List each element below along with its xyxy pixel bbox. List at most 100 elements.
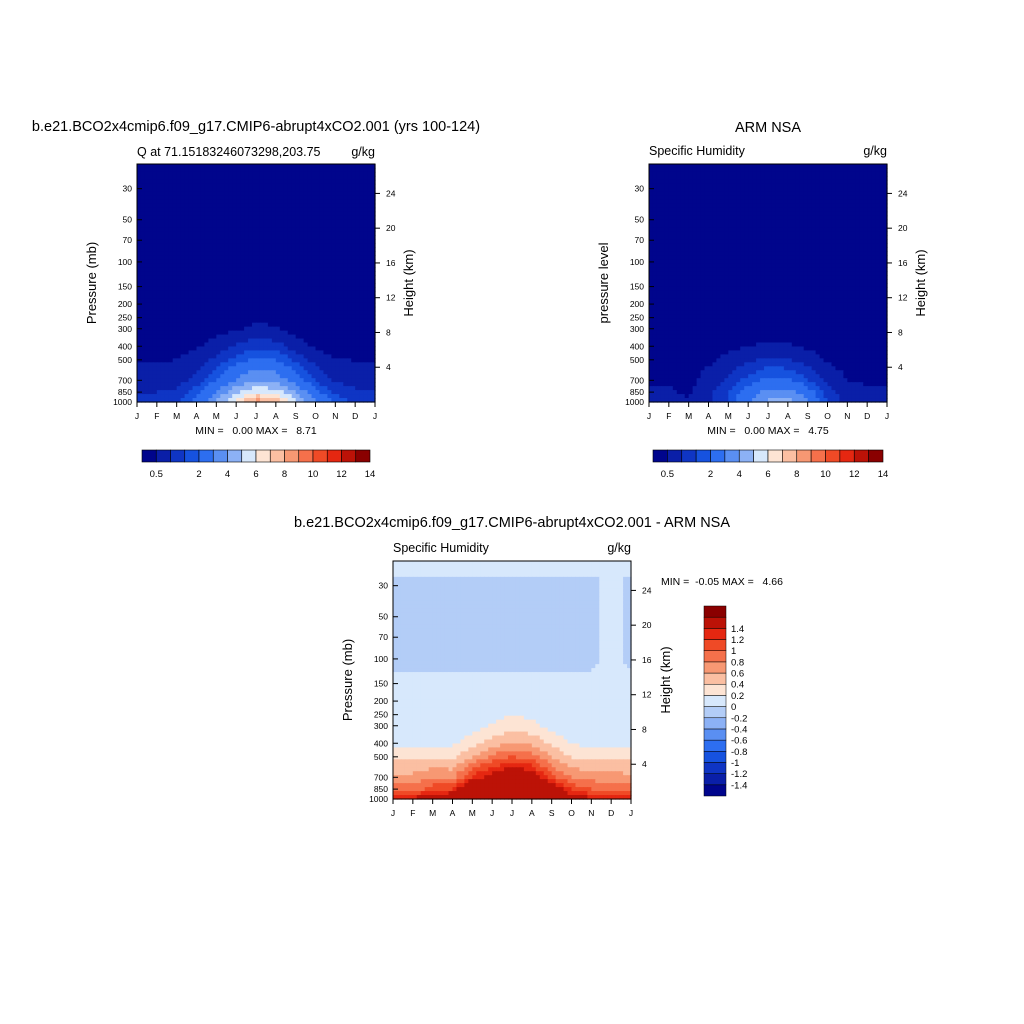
contour-cell <box>164 354 170 359</box>
contour-cell <box>164 179 170 185</box>
contour-cell <box>363 346 368 352</box>
contour-cell <box>795 207 801 213</box>
contour-cell <box>144 175 150 181</box>
contour-cell <box>252 358 257 363</box>
contour-cell <box>851 239 856 244</box>
contour-cell <box>355 306 360 312</box>
contour-cell <box>228 271 233 276</box>
contour-cell <box>287 394 293 399</box>
contour-cell <box>248 354 253 359</box>
contour-cell <box>883 199 888 205</box>
contour-cell <box>883 227 888 233</box>
contour-cell <box>287 199 293 205</box>
contour-cell <box>335 183 340 189</box>
contour-cell <box>244 398 249 403</box>
contour-cell <box>367 243 372 248</box>
contour-cell <box>311 167 317 173</box>
contour-cell <box>323 275 328 280</box>
contour-cell <box>779 215 785 221</box>
contour-cell <box>748 211 753 217</box>
contour-cell <box>275 167 281 173</box>
contour-cell <box>236 370 241 375</box>
contour-cell <box>303 279 309 284</box>
contour-cell <box>244 195 249 201</box>
contour-cell <box>283 390 289 395</box>
contour-cell <box>184 366 190 371</box>
contour-cell <box>263 290 269 296</box>
contour-cell <box>283 219 289 225</box>
contour-cell <box>855 215 860 221</box>
contour-cell <box>156 187 162 193</box>
contour-cell <box>347 338 352 344</box>
contour-cell <box>295 338 301 344</box>
contour-cell <box>287 219 293 225</box>
contour-cell <box>140 227 146 233</box>
contour-cell <box>839 191 844 197</box>
contour-cell <box>851 179 856 185</box>
contour-cell <box>228 175 233 181</box>
contour-cell <box>168 310 174 316</box>
contour-cell <box>339 219 344 225</box>
contour-cell <box>267 334 273 340</box>
contour-cell <box>775 223 781 229</box>
contour-cell <box>732 175 737 181</box>
contour-cell <box>299 211 305 217</box>
contour-cell <box>315 330 321 336</box>
contour-cell <box>656 231 662 236</box>
contour-cell <box>712 243 718 248</box>
contour-cell <box>359 219 364 225</box>
contour-cell <box>184 374 190 379</box>
contour-cell <box>140 386 146 391</box>
contour-cell <box>712 187 718 193</box>
contour-cell <box>180 207 186 213</box>
contour-cell <box>240 275 245 280</box>
contour-cell <box>192 164 198 169</box>
contour-cell <box>692 231 698 236</box>
contour-cell <box>283 306 289 312</box>
contour-cell <box>331 362 336 367</box>
contour-cell <box>859 231 864 236</box>
contour-cell <box>180 322 186 328</box>
contour-cell <box>240 255 245 260</box>
contour-cell <box>319 338 325 344</box>
contour-cell <box>192 386 198 391</box>
contour-cell <box>331 191 336 197</box>
contour-cell <box>180 279 186 284</box>
contour-cell <box>244 167 249 173</box>
contour-cell <box>160 251 166 256</box>
contour-cell <box>811 203 817 209</box>
contour-cell <box>244 275 249 280</box>
contour-cell <box>744 183 749 189</box>
contour-cell <box>279 318 285 324</box>
contour-cell <box>279 227 285 233</box>
contour-cell <box>371 286 376 292</box>
contour-cell <box>775 231 781 236</box>
contour-cell <box>684 211 690 217</box>
contour-cell <box>192 235 198 240</box>
contour-cell <box>307 283 313 288</box>
contour-cell <box>879 219 884 225</box>
contour-cell <box>775 191 781 197</box>
contour-cell <box>768 167 773 173</box>
contour-cell <box>811 211 817 217</box>
contour-cell <box>259 330 265 336</box>
contour-cell <box>760 227 765 233</box>
contour-cell <box>716 235 721 240</box>
contour-cell <box>855 167 860 173</box>
contour-cell <box>863 171 868 177</box>
contour-cell <box>775 195 781 201</box>
contour-cell <box>823 175 829 181</box>
contour-cell <box>295 215 301 221</box>
contour-cell <box>212 382 217 387</box>
contour-cell <box>831 191 837 197</box>
contour-cell <box>331 378 336 383</box>
contour-cell <box>208 390 213 395</box>
contour-cell <box>196 203 202 209</box>
contour-cell <box>259 306 265 312</box>
contour-cell <box>244 263 249 268</box>
contour-cell <box>279 334 285 340</box>
contour-cell <box>196 255 202 260</box>
contour-cell <box>371 290 376 296</box>
contour-cell <box>859 187 864 193</box>
contour-cell <box>359 263 364 268</box>
